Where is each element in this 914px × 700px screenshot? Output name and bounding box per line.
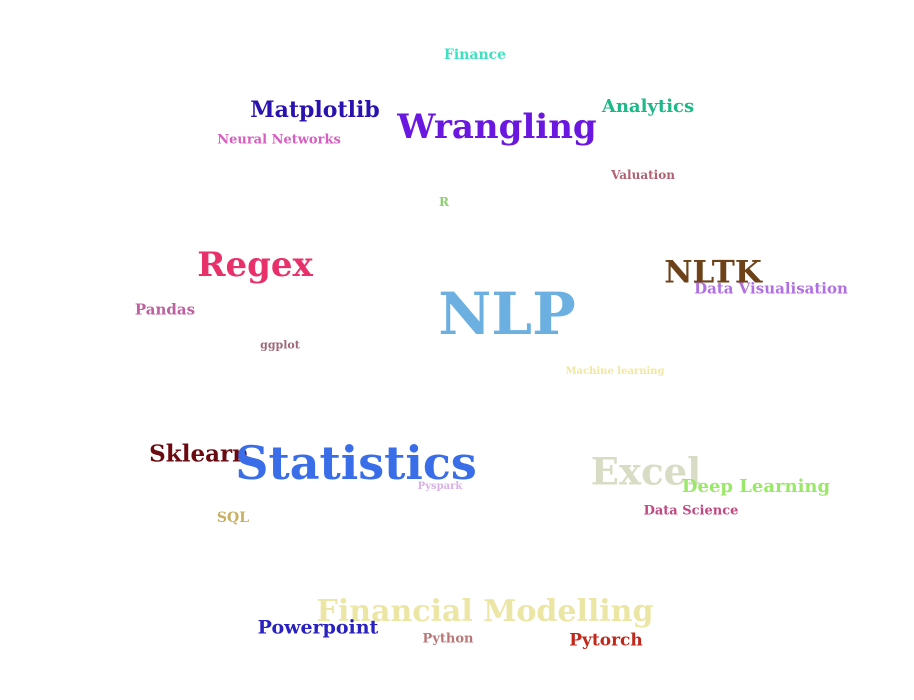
word-data-visualisation: Data Visualisation — [694, 279, 848, 298]
word-pandas: Pandas — [134, 300, 196, 319]
word-valuation: Valuation — [611, 168, 675, 182]
word-sklearn: Sklearn — [149, 440, 249, 468]
word-data-science: Data Science — [643, 503, 739, 519]
word-r: R — [439, 195, 449, 209]
word-nlp: NLP — [438, 280, 576, 348]
word-pytorch: Pytorch — [569, 630, 643, 651]
word-neural-networks: Neural Networks — [217, 132, 341, 148]
word-machine-learning: Machine learning — [565, 366, 665, 377]
word-nltk: NLTK — [664, 254, 762, 291]
word-sql: SQL — [216, 510, 250, 526]
word-financial-modelling: Financial Modelling — [316, 594, 654, 629]
word-analytics: Analytics — [601, 96, 695, 117]
word-statistics: Statistics — [235, 436, 477, 490]
word-finance: Finance — [443, 47, 507, 63]
word-regex: Regex — [197, 245, 313, 285]
word-deep-learning: Deep Learning — [681, 476, 831, 497]
word-wrangling: Wrangling — [397, 107, 597, 147]
word-python: Python — [422, 631, 474, 647]
word-powerpoint: Powerpoint — [257, 616, 379, 639]
word-pyspark: Pyspark — [417, 481, 463, 492]
word-excel: Excel — [590, 449, 702, 494]
word-matplotlib: Matplotlib — [250, 97, 380, 123]
word-ggplot: ggplot — [260, 338, 300, 352]
